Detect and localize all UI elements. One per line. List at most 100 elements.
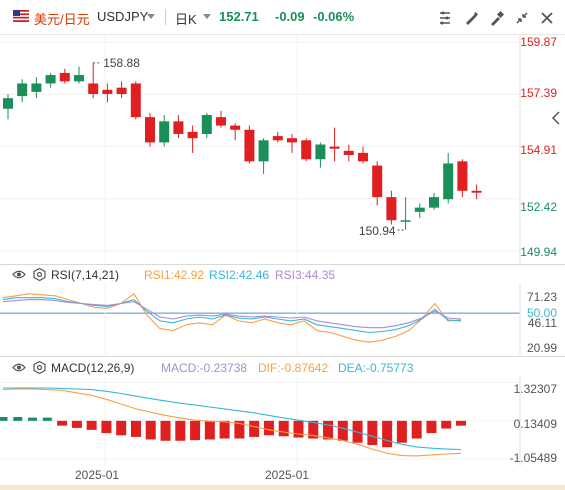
fullscreen-button[interactable] xyxy=(539,10,555,26)
macd-bar xyxy=(278,420,289,437)
rsi3-line xyxy=(2,299,462,329)
macd-chart[interactable] xyxy=(0,376,565,466)
gear-icon[interactable] xyxy=(33,268,46,281)
draw-settings-button[interactable] xyxy=(437,10,453,26)
macd-bar xyxy=(249,420,260,437)
candle-body xyxy=(386,197,397,221)
macd-bar xyxy=(57,420,68,426)
macd-bar xyxy=(441,420,452,429)
rsi-tick: 50.00 xyxy=(526,306,557,320)
macd-bar xyxy=(0,416,8,421)
indicator-tools-button[interactable] xyxy=(489,10,505,26)
drawing-tools-button[interactable] xyxy=(463,10,479,26)
macd-bar xyxy=(175,420,186,441)
period-dropdown-icon[interactable] xyxy=(203,14,211,20)
price-tick: 159.87 xyxy=(520,35,557,49)
symbol-code[interactable]: USDJPY xyxy=(97,9,149,24)
macd-bar xyxy=(426,420,437,434)
dif-value: DIF:-0.87642 xyxy=(258,361,329,375)
rsi1-value: RSI1:42.92 xyxy=(144,268,205,282)
rsi2-value: RSI2:42.46 xyxy=(209,268,270,282)
candle-body xyxy=(88,83,99,94)
drawing-tools-icon xyxy=(466,12,478,25)
candle-body xyxy=(145,117,155,143)
candle-body xyxy=(315,144,326,160)
eye-icon[interactable] xyxy=(12,268,26,281)
candle-body xyxy=(45,75,56,84)
macd-bar xyxy=(101,420,112,434)
candle-body xyxy=(358,152,368,162)
macd-bar xyxy=(42,417,52,421)
rsi-tick: 46.11 xyxy=(527,316,557,330)
macd-bar xyxy=(13,416,23,421)
candle-body xyxy=(258,140,269,162)
x-tick-label: 2025-01 xyxy=(75,468,120,482)
shrink-icon xyxy=(516,12,528,24)
candle-body xyxy=(443,163,454,200)
chart-header: 美元/日元 USDJPY 日K 152.71 -0.09 -0.06% xyxy=(0,0,565,35)
currency-name: 美元/日元 xyxy=(34,12,90,27)
rsi-chart[interactable] xyxy=(0,283,565,355)
candle-body xyxy=(31,83,42,92)
draw-settings-icon xyxy=(440,11,450,25)
candle-body xyxy=(414,207,425,212)
scroll-bar[interactable] xyxy=(0,485,565,490)
candle-body xyxy=(201,115,212,134)
candle-body xyxy=(287,138,297,143)
current-price: 152.71 xyxy=(219,9,259,24)
macd-tick: 0.13409 xyxy=(513,417,557,431)
macd-bar xyxy=(396,420,407,443)
macd-bar xyxy=(116,420,127,436)
macd-bar xyxy=(86,420,97,430)
candle-body xyxy=(301,140,312,160)
candle-body xyxy=(329,146,340,149)
rsi3-value: RSI3:44.35 xyxy=(275,268,336,282)
macd-value: MACD:-0.23738 xyxy=(161,361,248,375)
candle-body xyxy=(429,197,439,208)
high-annotation: 158.88 xyxy=(103,56,140,70)
shrink-button[interactable] xyxy=(514,10,530,26)
macd-bar xyxy=(234,420,245,439)
rsi-tick: 71.23 xyxy=(526,290,557,304)
panel-divider xyxy=(0,356,565,357)
candle-body xyxy=(173,121,184,134)
dea-line xyxy=(3,387,462,451)
rsi1-line xyxy=(2,293,462,343)
macd-bar xyxy=(190,420,201,441)
macd-bar xyxy=(160,420,171,441)
candle-body xyxy=(74,75,84,82)
candle-body xyxy=(343,150,354,156)
candle-body xyxy=(3,98,13,109)
macd-bar xyxy=(382,420,393,448)
indicator-tools-icon xyxy=(491,10,505,26)
candle-body xyxy=(17,83,28,97)
us-flag-icon xyxy=(13,10,29,22)
header-divider xyxy=(165,9,166,25)
panel-divider xyxy=(0,264,565,265)
price-tick: 152.42 xyxy=(520,200,557,214)
macd-bar xyxy=(411,420,422,439)
rsi-tick: 20.99 xyxy=(526,341,557,355)
candle-body xyxy=(372,165,383,198)
macd-bar xyxy=(145,420,156,440)
collapse-arrow-icon[interactable] xyxy=(549,110,563,126)
price-chart[interactable]: 158.88 150.94 xyxy=(0,35,565,263)
candle-body xyxy=(102,89,113,94)
dif-line xyxy=(2,388,462,457)
eye-icon[interactable] xyxy=(12,361,26,374)
price-change: -0.09 xyxy=(275,9,305,24)
macd-label: MACD(12,26,9) xyxy=(51,361,135,375)
low-annotation: 150.94 xyxy=(359,224,396,238)
macd-tick: -1.05489 xyxy=(509,451,557,465)
macd-bar xyxy=(337,420,348,441)
macd-bar xyxy=(219,420,230,439)
dropdown-icon[interactable] xyxy=(147,14,155,20)
candle-body xyxy=(471,190,482,193)
price-tick: 157.39 xyxy=(520,86,557,100)
rsi-label: RSI(7,14,21) xyxy=(51,268,120,282)
price-change-percent: -0.06% xyxy=(313,9,355,24)
gear-icon[interactable] xyxy=(33,361,46,374)
period-selector[interactable]: 日K xyxy=(175,12,197,27)
macd-tick: 1.32307 xyxy=(513,382,557,396)
candle-body xyxy=(116,87,127,94)
